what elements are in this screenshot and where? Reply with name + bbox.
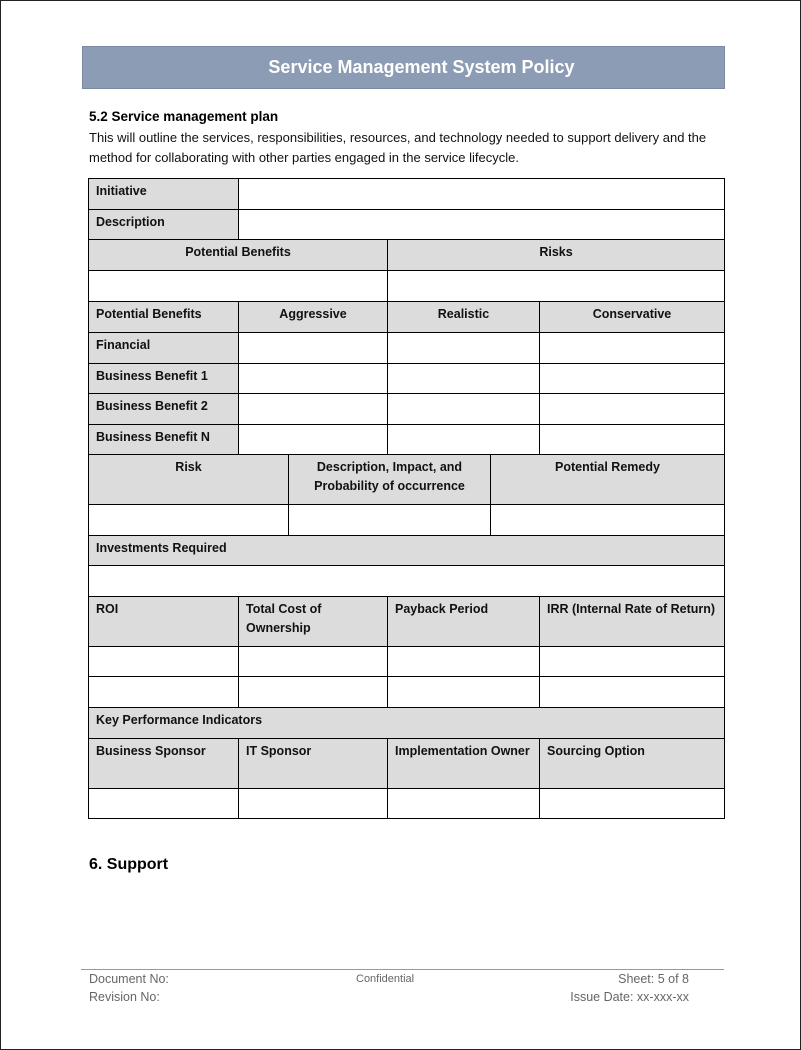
table-input-cell[interactable] <box>238 332 388 364</box>
table-input-cell[interactable] <box>539 393 725 425</box>
table-input-cell[interactable] <box>288 504 491 536</box>
table-header-cell: Investments Required <box>88 535 725 566</box>
table-header-cell: Payback Period <box>387 596 540 647</box>
table-input-cell[interactable] <box>88 565 725 597</box>
section-body: This will outline the services, responsi… <box>89 130 707 165</box>
table-header-cell: Description <box>88 209 239 240</box>
table-input-cell[interactable] <box>539 646 725 677</box>
table-header-cell: Financial <box>88 332 239 364</box>
table-input-cell[interactable] <box>238 424 388 455</box>
table-input-cell[interactable] <box>238 393 388 425</box>
table-header-cell: Initiative <box>88 178 239 210</box>
table-header-cell: Conservative <box>539 301 725 333</box>
table-input-cell[interactable] <box>88 504 289 536</box>
table-input-cell[interactable] <box>387 788 540 819</box>
table-input-cell[interactable] <box>238 209 725 240</box>
table-header-cell: Implementation Owner <box>387 738 540 789</box>
table-input-cell[interactable] <box>238 363 388 394</box>
table-input-cell[interactable] <box>238 788 388 819</box>
revision-no: Revision No: <box>89 990 160 1004</box>
document-no: Document No: <box>89 972 169 986</box>
table-header-cell: Key Performance Indicators <box>88 707 725 739</box>
table-input-cell[interactable] <box>88 788 239 819</box>
table-input-cell[interactable] <box>238 178 725 210</box>
table-input-cell[interactable] <box>387 424 540 455</box>
table-input-cell[interactable] <box>88 676 239 708</box>
table-header-cell: Risk <box>88 454 289 505</box>
footer-divider <box>81 969 724 970</box>
section-heading: 5.2 Service management plan <box>89 109 279 124</box>
table-input-cell[interactable] <box>387 270 725 302</box>
table-input-cell[interactable] <box>238 646 388 677</box>
table-input-cell[interactable] <box>539 363 725 394</box>
table-input-cell[interactable] <box>539 788 725 819</box>
table-input-cell[interactable] <box>539 332 725 364</box>
table-header-cell: Realistic <box>387 301 540 333</box>
table-header-cell: IT Sponsor <box>238 738 388 789</box>
table-input-cell[interactable] <box>387 676 540 708</box>
table-header-cell: IRR (Internal Rate of Return) <box>539 596 725 647</box>
confidential-label: Confidential <box>356 973 415 985</box>
support-heading: 6. Support <box>89 856 169 873</box>
table-header-cell: Sourcing Option <box>539 738 725 789</box>
table-input-cell[interactable] <box>387 646 540 677</box>
table-header-cell: Total Cost of Ownership <box>238 596 388 647</box>
table-header-cell: Business Benefit 1 <box>88 363 239 394</box>
table-input-cell[interactable] <box>539 424 725 455</box>
table-input-cell[interactable] <box>238 676 388 708</box>
table-header-cell: Description, Impact, and Probability of … <box>288 454 491 505</box>
table-header-cell: Aggressive <box>238 301 388 333</box>
table-header-cell: Business Benefit N <box>88 424 239 455</box>
table-input-cell[interactable] <box>88 270 388 302</box>
table-input-cell[interactable] <box>387 332 540 364</box>
table-input-cell[interactable] <box>490 504 725 536</box>
table-input-cell[interactable] <box>88 646 239 677</box>
title-banner: Service Management System Policy <box>82 46 725 89</box>
table-input-cell[interactable] <box>539 676 725 708</box>
sheet-number: Sheet: 5 of 8 <box>618 972 689 986</box>
table-header-cell: ROI <box>88 596 239 647</box>
table-input-cell[interactable] <box>387 393 540 425</box>
table-header-cell: Business Sponsor <box>88 738 239 789</box>
table-input-cell[interactable] <box>387 363 540 394</box>
issue-date: Issue Date: xx-xxx-xx <box>570 990 689 1004</box>
table-header-cell: Potential Remedy <box>490 454 725 505</box>
document-title: Service Management System Policy <box>268 57 575 77</box>
table-header-cell: Business Benefit 2 <box>88 393 239 425</box>
table-header-cell: Risks <box>387 239 725 271</box>
table-header-cell: Potential Benefits <box>88 301 239 333</box>
table-header-cell: Potential Benefits <box>88 239 388 271</box>
